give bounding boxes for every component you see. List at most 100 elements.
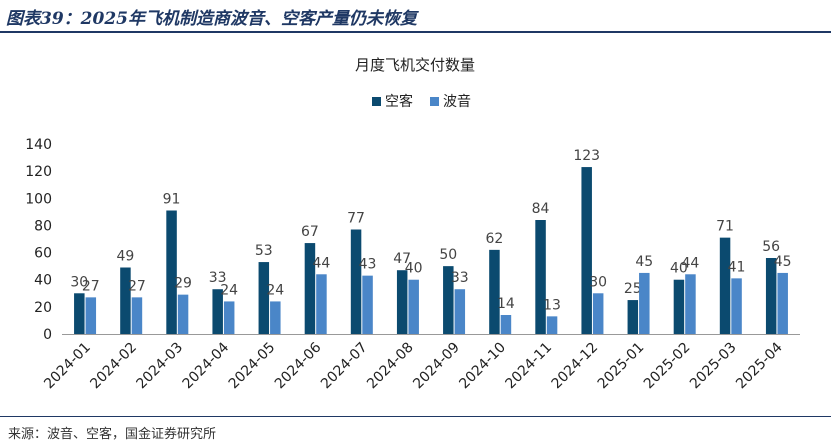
bar-airbus xyxy=(719,237,731,334)
x-tick-label: 2024-12 xyxy=(549,340,602,393)
source-note: 来源：波音、空客，国金证券研究所 xyxy=(8,427,217,442)
x-tick-label: 2024-10 xyxy=(456,340,509,393)
bar-boeing xyxy=(316,274,327,334)
bar-boeing xyxy=(731,278,742,334)
legend-label-boeing: 波音 xyxy=(443,93,471,110)
y-tick-label: 40 xyxy=(34,273,52,289)
data-label-airbus: 77 xyxy=(347,211,365,227)
bar-airbus xyxy=(304,243,316,334)
bar-boeing xyxy=(177,294,189,334)
legend-swatch-airbus xyxy=(372,97,381,106)
data-label-airbus: 53 xyxy=(255,243,273,259)
data-label-boeing: 27 xyxy=(82,278,100,294)
bar-airbus xyxy=(581,167,592,334)
x-tick-label: 2024-03 xyxy=(133,340,186,393)
figure-title: 图表39：2025年飞机制造商波音、空客产量仍未恢复 xyxy=(6,9,417,29)
bar-airbus xyxy=(396,270,408,334)
x-tick-label: 2024-02 xyxy=(87,340,140,393)
x-tick-label: 2025-01 xyxy=(595,340,648,393)
data-label-boeing: 24 xyxy=(266,282,284,298)
data-label-boeing: 44 xyxy=(313,255,331,271)
bar-boeing xyxy=(777,272,788,334)
data-label-boeing: 14 xyxy=(497,296,515,312)
bar-airbus xyxy=(258,262,270,334)
bar-boeing xyxy=(131,297,143,334)
bar-airbus xyxy=(535,220,546,334)
data-label-boeing: 41 xyxy=(728,259,746,275)
data-label-airbus: 33 xyxy=(209,270,227,286)
data-label-boeing: 43 xyxy=(359,257,377,273)
bar-airbus xyxy=(212,289,223,334)
bar-boeing xyxy=(500,315,512,334)
y-tick-label: 20 xyxy=(34,300,52,316)
y-tick-label: 0 xyxy=(43,327,52,343)
bar-boeing xyxy=(362,275,373,334)
bar-boeing xyxy=(685,274,696,334)
figure-header: 图表39：2025年飞机制造商波音、空客产量仍未恢复 xyxy=(0,0,831,33)
bar-airbus xyxy=(443,266,454,334)
data-label-airbus: 62 xyxy=(486,231,504,247)
bar-airbus xyxy=(489,249,500,334)
bar-boeing xyxy=(408,279,419,334)
y-tick-label: 140 xyxy=(25,137,52,153)
bar-boeing xyxy=(85,297,97,334)
data-label-boeing: 40 xyxy=(405,261,423,277)
legend-label-airbus: 空客 xyxy=(385,93,413,110)
bar-boeing xyxy=(270,301,281,334)
data-label-airbus: 47 xyxy=(393,251,411,267)
data-label-airbus: 30 xyxy=(70,274,88,290)
data-label-boeing: 24 xyxy=(220,282,238,298)
x-tick-label: 2024-04 xyxy=(180,339,233,392)
data-label-boeing: 45 xyxy=(774,254,792,270)
bar-airbus xyxy=(120,267,131,334)
x-tick-label: 2024-07 xyxy=(318,340,371,393)
x-tick-label: 2024-11 xyxy=(502,340,555,393)
bar-boeing xyxy=(639,272,650,334)
bar-airbus xyxy=(765,258,777,334)
data-label-airbus: 25 xyxy=(624,281,642,297)
footer-divider xyxy=(0,416,831,417)
data-label-airbus: 123 xyxy=(573,148,600,164)
data-label-boeing: 29 xyxy=(174,276,192,292)
x-tick-label: 2025-02 xyxy=(641,340,694,393)
x-tick-label: 2024-05 xyxy=(226,340,279,393)
legend-swatch-boeing xyxy=(430,97,439,106)
data-label-airbus: 49 xyxy=(117,249,135,265)
bar-boeing xyxy=(592,293,604,334)
x-tick-label: 2024-08 xyxy=(364,340,417,393)
bar-boeing xyxy=(223,301,235,334)
chart-container: 月度飞机交付数量 空客 波音 0 20 40 60 80 100 120 140 30 27 2024-0… xyxy=(0,34,831,414)
x-tick-label: 2024-01 xyxy=(41,340,94,393)
data-label-boeing: 44 xyxy=(682,255,700,271)
data-label-airbus: 50 xyxy=(439,247,457,263)
data-label-boeing: 27 xyxy=(128,278,146,294)
y-tick-label: 120 xyxy=(25,164,52,180)
data-label-boeing: 33 xyxy=(451,270,469,286)
data-label-airbus: 67 xyxy=(301,224,319,240)
bar-airbus xyxy=(673,279,685,334)
data-label-boeing: 13 xyxy=(543,297,561,313)
header-divider xyxy=(0,31,831,33)
bar-airbus xyxy=(350,229,362,334)
data-label-airbus: 84 xyxy=(532,201,550,217)
x-tick-label: 2024-09 xyxy=(410,340,463,393)
bar-boeing xyxy=(546,316,558,334)
bar-airbus xyxy=(627,300,639,334)
bar-airbus xyxy=(166,210,177,334)
bar-airbus xyxy=(74,293,85,334)
data-label-boeing: 30 xyxy=(589,274,607,290)
y-tick-label: 100 xyxy=(25,191,52,207)
x-tick-label: 2025-03 xyxy=(687,340,740,393)
x-tick-label: 2024-06 xyxy=(272,339,325,392)
bar-boeing xyxy=(454,289,466,334)
data-label-airbus: 91 xyxy=(163,192,181,208)
y-tick-label: 60 xyxy=(34,246,52,262)
x-tick-label: 2025-04 xyxy=(733,339,786,392)
chart-title: 月度飞机交付数量 xyxy=(355,56,475,74)
data-label-airbus: 40 xyxy=(670,261,688,277)
y-tick-label: 80 xyxy=(34,218,52,234)
data-label-airbus: 56 xyxy=(762,239,780,255)
data-label-boeing: 45 xyxy=(635,254,653,270)
data-label-airbus: 71 xyxy=(716,219,734,235)
